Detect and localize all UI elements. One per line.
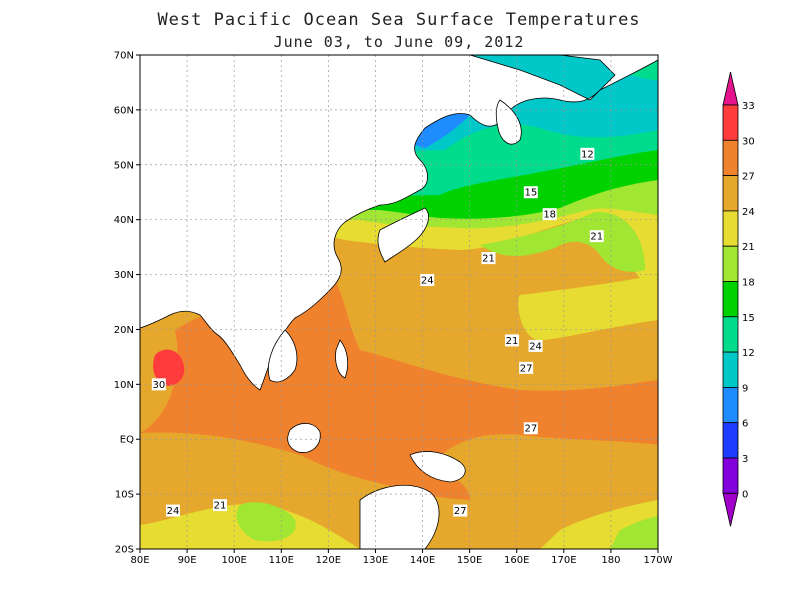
land-philippines: [335, 339, 349, 379]
legend-top-arrow: [722, 71, 739, 106]
lon-tick-label: 100E: [221, 555, 246, 566]
contour-labels: 12 15 18 21 21 24 21 24 27 27 30 24 21 27: [151, 147, 604, 517]
land-indochina: [268, 329, 298, 383]
legend-level-label: 27: [742, 172, 755, 183]
grid-lines: [140, 55, 658, 549]
svg-text:21: 21: [482, 254, 495, 265]
map-frame: [139, 54, 659, 550]
lat-tick-label: 10N: [114, 380, 134, 391]
legend-level-label: 3: [742, 454, 748, 465]
legend-bottom-arrow: [722, 492, 739, 527]
lon-tick-label: 110E: [269, 555, 294, 566]
lon-tick-label: 180: [601, 555, 620, 566]
lon-tick-label: 170E: [551, 555, 576, 566]
svg-text:24: 24: [167, 506, 180, 517]
legend-level-label: 24: [742, 207, 755, 218]
lat-tick-label: 30N: [114, 270, 134, 281]
lon-tick-label: 120E: [316, 555, 341, 566]
lon-tick-label: 90E: [178, 555, 197, 566]
contour-label: 21: [505, 334, 520, 347]
contour-label: 27: [519, 361, 534, 374]
svg-text:27: 27: [524, 424, 537, 435]
contour-label: 15: [523, 186, 538, 199]
band-18-21-north: [480, 211, 645, 272]
svg-text:24: 24: [529, 341, 542, 352]
lat-tick-label: 60N: [114, 105, 134, 116]
legend-swatch: [722, 386, 739, 424]
band-30-33: [153, 349, 185, 386]
latitude-ticks: 70N 60N 50N 40N 30N 20N 10N EQ 10S 20S: [114, 51, 140, 556]
lat-tick-label: EQ: [120, 435, 134, 446]
land-japan: [377, 207, 429, 263]
lat-tick-label: 10S: [115, 490, 134, 501]
lon-tick-label: 130E: [363, 555, 388, 566]
svg-text:21: 21: [590, 232, 603, 243]
lon-tick-label: 80E: [130, 555, 149, 566]
contour-label: 21: [481, 252, 496, 265]
contour-label: 27: [523, 422, 538, 435]
contour-label: 24: [528, 339, 543, 352]
svg-text:24: 24: [421, 276, 434, 287]
land-kamchatka: [495, 99, 522, 145]
svg-text:21: 21: [214, 501, 227, 512]
legend-swatch: [722, 139, 739, 177]
svg-text:27: 27: [454, 506, 467, 517]
lat-tick-label: 20N: [114, 325, 134, 336]
lon-tick-label: 160E: [504, 555, 529, 566]
legend-level-label: 12: [742, 348, 755, 359]
band-18-21-southeast: [610, 516, 658, 549]
lat-tick-label: 20S: [115, 545, 134, 556]
legend-swatch: [722, 210, 739, 247]
legend-level-label: 9: [742, 383, 748, 394]
legend-level-label: 30: [742, 136, 755, 147]
lat-tick-label: 50N: [114, 160, 134, 171]
contour-label: 24: [165, 504, 180, 517]
map-field: [140, 55, 658, 549]
contour-label: 21: [589, 230, 604, 243]
lon-tick-label: 140E: [410, 555, 435, 566]
land-new-guinea: [409, 451, 466, 483]
legend-swatch: [722, 422, 739, 459]
legend-swatch: [722, 457, 739, 494]
legend-level-label: 0: [742, 489, 748, 500]
lon-tick-label: 170W: [644, 555, 673, 566]
svg-text:15: 15: [524, 188, 537, 199]
legend-level-label: 21: [742, 242, 755, 253]
legend-level-label: 15: [742, 313, 755, 324]
legend-swatch: [722, 104, 739, 141]
contour-label: 27: [453, 504, 468, 517]
svg-text:18: 18: [543, 210, 556, 221]
map-title: West Pacific Ocean Sea Surface Temperatu…: [157, 10, 641, 30]
land-eurasia: [140, 55, 658, 391]
legend-swatch: [722, 175, 739, 212]
contour-label: 21: [213, 499, 228, 512]
svg-text:21: 21: [506, 336, 519, 347]
legend-level-label: 18: [742, 278, 755, 289]
lat-tick-label: 70N: [114, 51, 134, 62]
longitude-ticks: 80E 90E 100E 110E 120E 130E 140E 150E 160E 170E 18…: [130, 549, 673, 566]
legend-level-label: 33: [742, 101, 755, 112]
svg-text:12: 12: [581, 149, 594, 160]
land-borneo: [287, 423, 321, 453]
legend-swatch: [722, 316, 739, 353]
contour-label: 24: [420, 274, 435, 287]
legend-swatch: [722, 245, 739, 282]
lon-tick-label: 150E: [457, 555, 482, 566]
svg-text:27: 27: [520, 363, 533, 374]
legend-level-label: 6: [742, 419, 748, 430]
lat-tick-label: 40N: [114, 215, 134, 226]
legend-swatch: [722, 351, 739, 388]
legend-swatch: [722, 281, 739, 318]
svg-text:30: 30: [152, 380, 165, 391]
map-subtitle: June 03, to June 09, 2012: [273, 33, 525, 51]
contour-label: 12: [580, 147, 595, 160]
contour-label: 30: [151, 378, 166, 391]
land-australia: [359, 485, 440, 549]
contour-label: 18: [542, 208, 557, 221]
